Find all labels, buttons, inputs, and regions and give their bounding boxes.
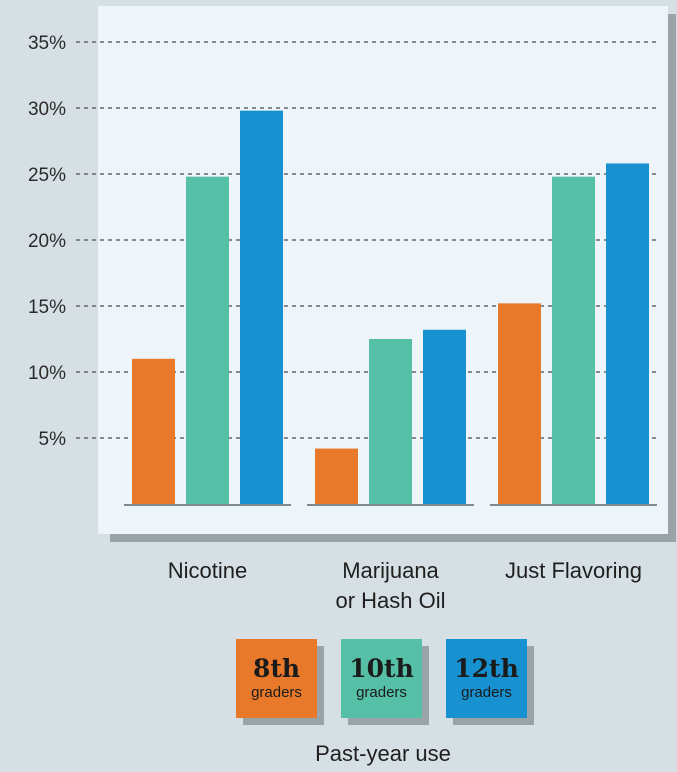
y-tick-label: 15% (28, 297, 66, 318)
bar (132, 358, 175, 504)
y-tick-label: 10% (28, 363, 66, 384)
y-tick-label: 25% (28, 165, 66, 186)
bar (552, 176, 595, 504)
bar (498, 303, 541, 504)
category-label: Nicotine (168, 558, 247, 583)
category-label: Just Flavoring (505, 558, 642, 583)
legend-sublabel: graders (251, 684, 302, 701)
bars (132, 110, 649, 504)
legend-label: 8th (253, 654, 300, 683)
bar (315, 448, 358, 504)
legend-label: 12th (454, 654, 519, 683)
bar (606, 163, 649, 504)
legend-swatch (341, 639, 422, 718)
category-label: Marijuana or Hash Oil (335, 558, 445, 613)
legend-swatch (446, 639, 527, 718)
x-axis-label: Past-year use (315, 741, 451, 766)
bar (240, 110, 283, 504)
y-tick-label: 30% (28, 99, 66, 120)
y-tick-label: 5% (39, 429, 67, 450)
legend-label: 10th (349, 654, 414, 683)
y-tick-label: 35% (28, 33, 66, 54)
category-labels: Nicotine Marijuana or Hash Oil Just Flavori… (168, 558, 642, 613)
bar (186, 176, 229, 504)
legend-sublabel: graders (461, 684, 512, 701)
legend-sublabel: graders (356, 684, 407, 701)
bar (369, 339, 412, 504)
y-tick-label: 20% (28, 231, 66, 252)
legend-swatch (236, 639, 317, 718)
bar (423, 329, 466, 504)
y-axis-tick-labels: 5% 10% 15% 20% 25% 30% 35% (28, 33, 66, 450)
